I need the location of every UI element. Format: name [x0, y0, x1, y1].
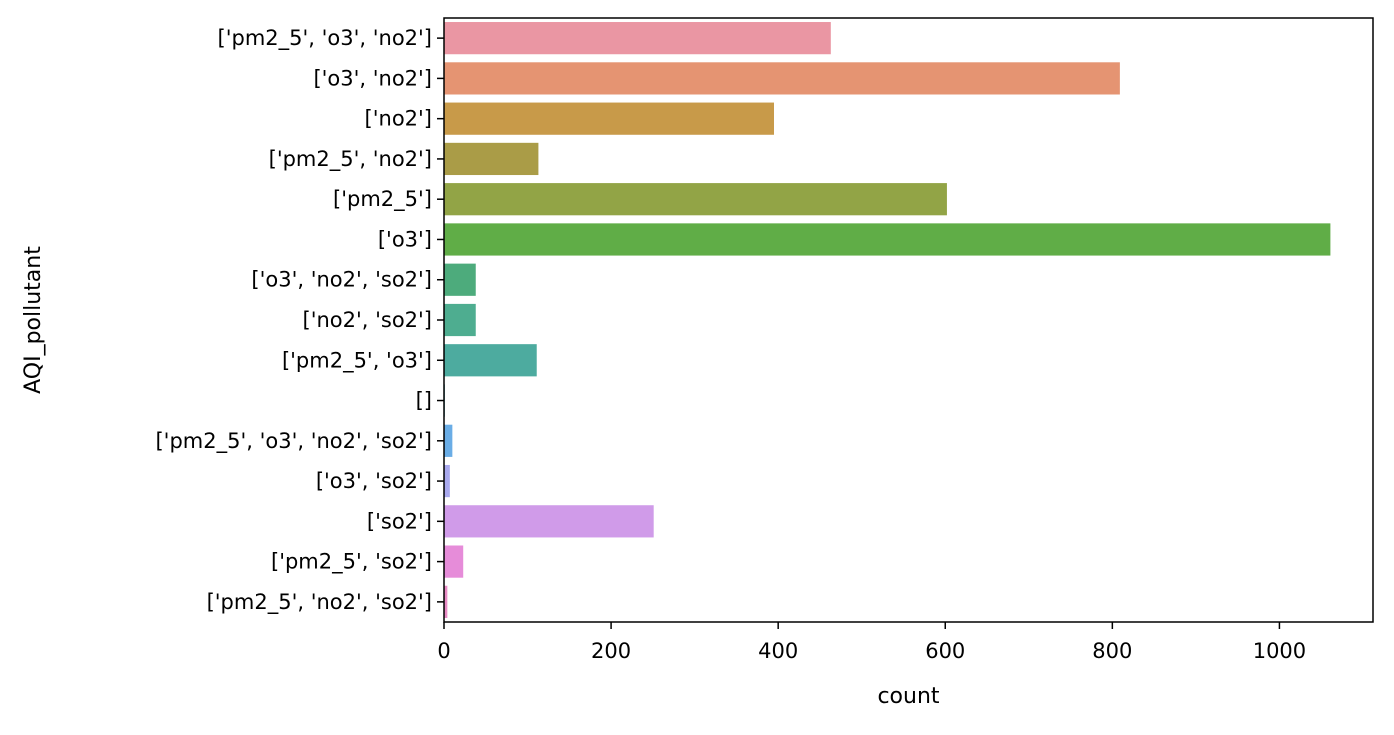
x-tick-label: 200 — [591, 639, 631, 663]
y-tick-label: ['pm2_5', 'o3', 'no2', 'so2'] — [155, 429, 432, 454]
bar — [444, 102, 774, 135]
y-tick-label: ['pm2_5', 'o3', 'no2'] — [218, 26, 432, 51]
y-tick-label: ['no2'] — [365, 107, 432, 131]
y-tick-label: ['pm2_5', 'no2'] — [269, 147, 432, 172]
plot-frame — [443, 17, 1374, 623]
bar — [444, 344, 537, 377]
bar — [444, 505, 654, 538]
y-tick-label: ['o3'] — [378, 227, 432, 251]
y-tick-label: ['o3', 'no2'] — [313, 66, 432, 90]
bar — [444, 585, 448, 618]
x-axis-title: count — [877, 684, 939, 709]
bar — [444, 464, 450, 498]
y-tick-label: ['o3', 'no2', 'so2'] — [251, 268, 432, 292]
x-axis: 0 200 400 600 800 1000 — [437, 622, 1306, 663]
bar — [444, 142, 539, 176]
bar — [444, 62, 1120, 95]
y-tick-label: ['pm2_5'] — [333, 187, 432, 212]
x-tick-label: 0 — [437, 639, 450, 663]
y-tick-label: ['so2'] — [367, 509, 432, 533]
y-tick-label: [] — [416, 389, 432, 413]
y-axis-title: AQI_pollutant — [21, 246, 46, 394]
x-tick-label: 1000 — [1253, 639, 1306, 663]
bar — [444, 303, 476, 337]
bar — [444, 183, 947, 216]
bar — [444, 22, 831, 55]
bars-layer — [444, 22, 1331, 618]
x-tick-label: 600 — [925, 639, 965, 663]
bar — [444, 424, 453, 457]
bar — [444, 263, 476, 296]
y-tick-label: ['pm2_5', 'no2', 'so2'] — [207, 590, 432, 615]
y-axis: ['pm2_5', 'o3', 'no2'] ['o3', 'no2'] ['no2… — [155, 26, 444, 615]
bar — [444, 545, 464, 578]
y-tick-label: ['no2', 'so2'] — [303, 308, 433, 332]
y-tick-label: ['o3', 'so2'] — [316, 469, 432, 493]
y-tick-label: ['pm2_5', 'so2'] — [271, 550, 432, 575]
y-tick-label: ['pm2_5', 'o3'] — [282, 348, 432, 373]
bar — [444, 223, 1331, 256]
x-tick-label: 400 — [758, 639, 798, 663]
x-tick-label: 800 — [1092, 639, 1132, 663]
